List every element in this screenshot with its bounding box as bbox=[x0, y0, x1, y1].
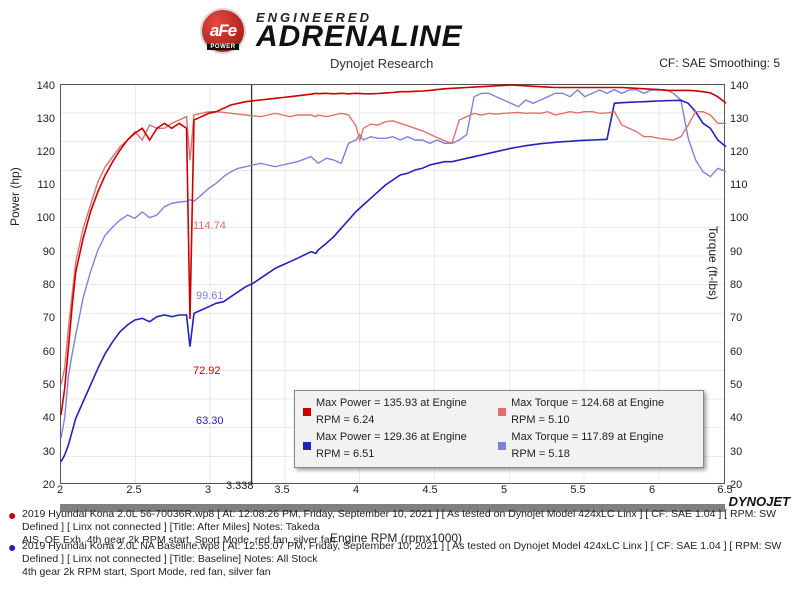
footer-note-blue-text: 2019 Hyundai Kona 2.0L NA Baseline.wp8 [… bbox=[22, 540, 798, 579]
x-axis-ticks: 2 2.5 3 3.5 4 4.5 5 5.5 6 6.5 bbox=[60, 484, 725, 504]
legend-swatch-torque-lightblue bbox=[498, 442, 506, 450]
annotation-power-blue: 63.30 bbox=[196, 415, 224, 427]
legend-item-max-torque-lightred: Max Torque = 124.68 at Engine RPM = 5.10 bbox=[498, 395, 681, 429]
series-torque-lightred bbox=[61, 112, 726, 385]
footer-note-blue-bullet: ● bbox=[8, 541, 16, 554]
y-axis-label-torque: Torque (ft-lbs) bbox=[706, 226, 720, 300]
series-power-red bbox=[61, 85, 726, 415]
cf-smoothing-label: CF: SAE Smoothing: 5 bbox=[659, 56, 780, 70]
legend-swatch-power-red bbox=[303, 408, 311, 416]
y-axis-ticks-right: 140 130 120 110 100 90 80 70 60 50 40 30… bbox=[730, 84, 760, 484]
header: aFe POWER ENGINEERED ADRENALINE Dynojet … bbox=[0, 0, 800, 76]
y-axis-label-power: Power (hp) bbox=[8, 167, 22, 226]
legend-item-max-power-blue: Max Power = 129.36 at Engine RPM = 6.51 bbox=[303, 429, 484, 463]
legend-swatch-power-blue bbox=[303, 442, 311, 450]
plot-box: 114.74 99.61 72.92 63.30 3.338 Max Power… bbox=[60, 84, 725, 484]
legend-item-max-torque-lightblue: Max Torque = 117.89 at Engine RPM = 5.18 bbox=[498, 429, 681, 463]
afe-brand-text: ENGINEERED ADRENALINE bbox=[256, 11, 463, 52]
annotation-torque-blue: 99.61 bbox=[196, 290, 224, 302]
series-torque-lightblue bbox=[61, 90, 726, 439]
dyno-chart-page: aFe POWER ENGINEERED ADRENALINE Dynojet … bbox=[0, 0, 800, 600]
dynojet-watermark: DYNOJET bbox=[729, 494, 790, 509]
y-axis-ticks-left: 140 130 120 110 100 90 80 70 60 50 40 30… bbox=[25, 84, 55, 484]
legend-row-1: Max Power = 135.93 at Engine RPM = 6.24 … bbox=[303, 395, 695, 429]
legend-box: Max Power = 135.93 at Engine RPM = 6.24 … bbox=[294, 390, 704, 468]
chart-area: 114.74 99.61 72.92 63.30 3.338 Max Power… bbox=[0, 76, 800, 506]
legend-swatch-torque-lightred bbox=[498, 408, 506, 416]
annotation-torque-red: 114.74 bbox=[193, 220, 226, 232]
footer-note-blue: ● 2019 Hyundai Kona 2.0L NA Baseline.wp8… bbox=[8, 540, 798, 579]
annotation-power-red: 72.92 bbox=[193, 365, 221, 377]
dynojet-research-subtitle: Dynojet Research bbox=[330, 56, 433, 71]
afe-logo-badge: aFe POWER bbox=[200, 8, 246, 54]
footer-notes: ● 2019 Hyundai Kona 2.0L 56-70036R.wp8 [… bbox=[0, 508, 800, 600]
footer-note-red-bullet: ● bbox=[8, 509, 16, 522]
legend-item-max-power-red: Max Power = 135.93 at Engine RPM = 6.24 bbox=[303, 395, 484, 429]
legend-row-2: Max Power = 129.36 at Engine RPM = 6.51 … bbox=[303, 429, 695, 463]
afe-logo: aFe POWER ENGINEERED ADRENALINE bbox=[200, 8, 463, 54]
